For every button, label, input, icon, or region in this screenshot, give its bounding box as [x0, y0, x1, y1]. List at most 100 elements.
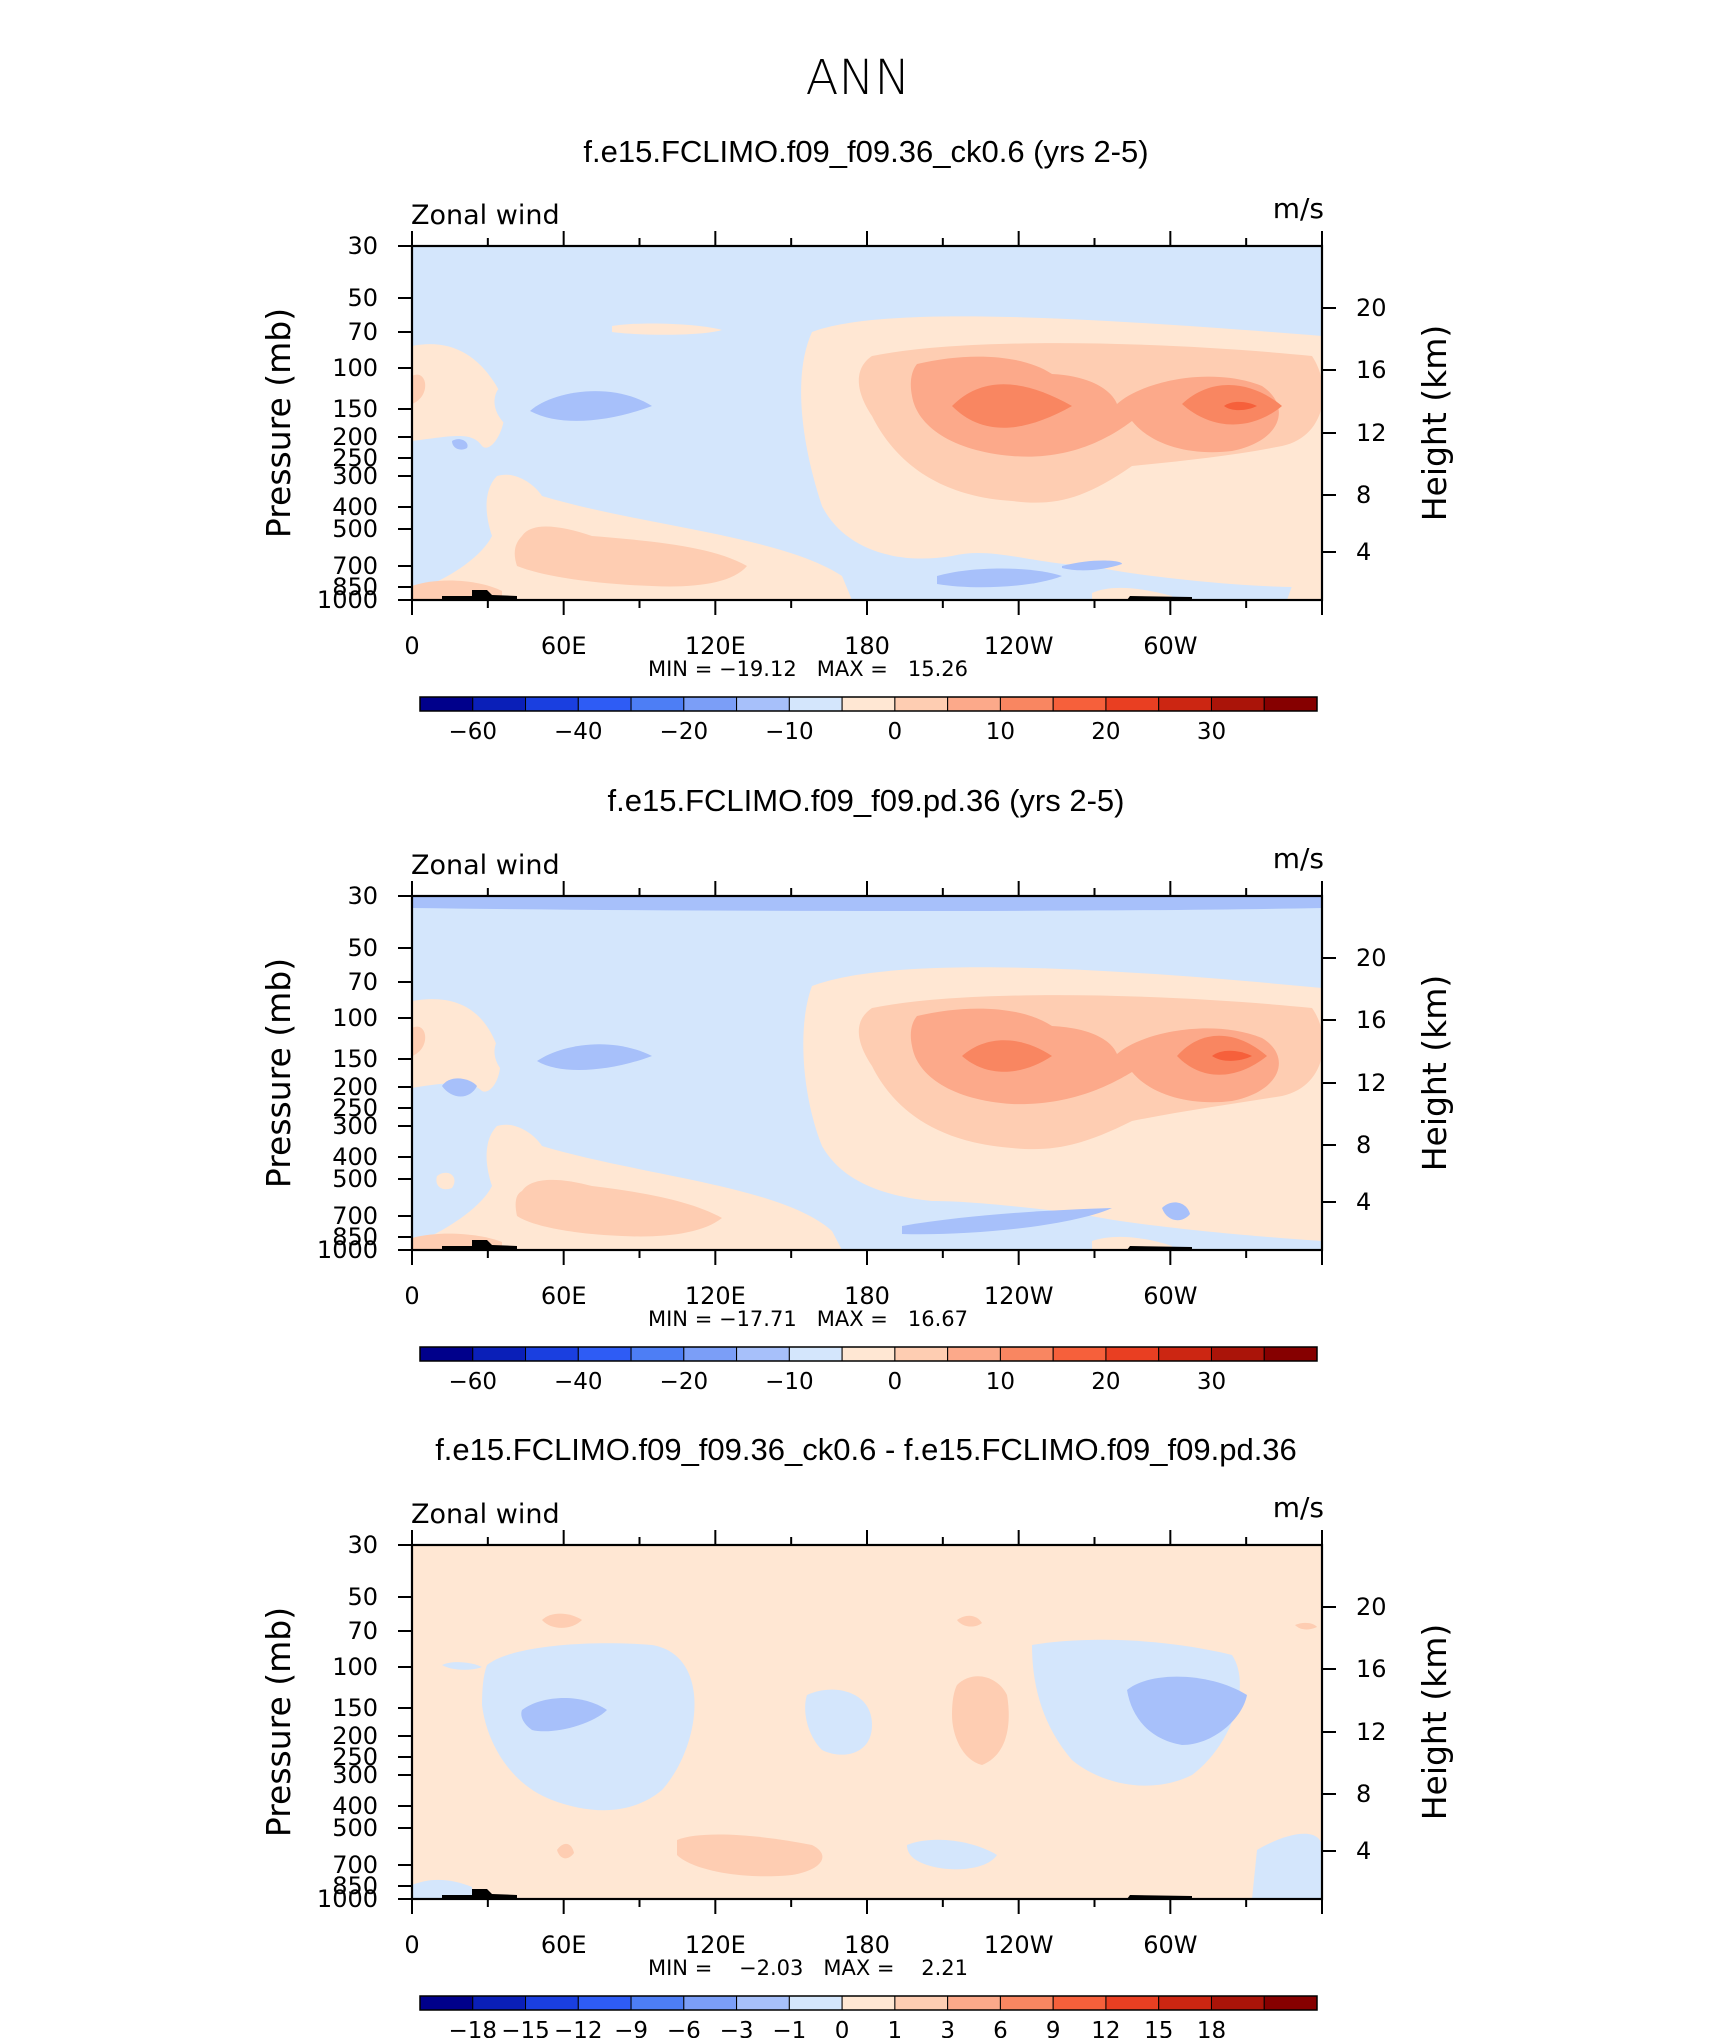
panel-title: f.e15.FCLIMO.f09_f09.36_ck0.6 (yrs 2-5) — [583, 134, 1148, 169]
y-tick-label: 400 — [332, 1143, 378, 1171]
colorbar-swatch — [947, 1995, 1001, 2011]
x-tick-label: 120W — [984, 1931, 1054, 1959]
contour-region — [515, 1179, 722, 1237]
colorbar-label: −60 — [448, 719, 497, 745]
variable-label: Zonal wind — [411, 200, 560, 231]
figure-title: ANN — [806, 50, 911, 106]
colorbar-label: 30 — [1197, 719, 1226, 745]
colorbar-swatch — [1052, 1346, 1107, 1362]
colorbar-label: −60 — [448, 1369, 497, 1395]
contour-region — [937, 568, 1062, 588]
y-tick-label: 30 — [347, 882, 378, 910]
y-tick-label: 150 — [332, 1694, 378, 1722]
colorbar-swatch — [683, 696, 738, 712]
panel-title: f.e15.FCLIMO.f09_f09.36_ck0.6 - f.e15.FC… — [435, 1432, 1297, 1467]
y2-tick-label: 20 — [1356, 1593, 1387, 1621]
contour-region — [805, 1689, 872, 1755]
colorbar-swatch — [1263, 1995, 1318, 2011]
y-tick-label: 700 — [332, 552, 378, 580]
y2-tick-label: 8 — [1356, 1780, 1371, 1808]
contour-region — [962, 1040, 1052, 1072]
colorbar-swatch — [419, 1346, 474, 1362]
colorbar-swatch — [472, 1346, 527, 1362]
colorbar-swatch — [788, 1346, 843, 1362]
colorbar-labels: −60 −40 −20 −10 0 10 20 30 — [448, 1369, 1226, 1395]
colorbar-label: −9 — [614, 2018, 648, 2038]
y2-tick-label: 4 — [1356, 538, 1371, 566]
contour-field — [412, 896, 1322, 1250]
y2-tick-label: 20 — [1356, 294, 1387, 322]
contour-region — [521, 1697, 607, 1732]
contour-region — [436, 1172, 455, 1190]
colorbar-swatch — [525, 1346, 579, 1362]
contour-region — [910, 1008, 1279, 1105]
y-tick-label: 250 — [332, 1743, 378, 1771]
colorbar-label: −15 — [501, 2018, 550, 2038]
y-tick-label: 500 — [332, 1165, 378, 1193]
x-tick-label: 0 — [404, 1282, 419, 1310]
contour-region — [1295, 1622, 1317, 1630]
y2-tick-label: 16 — [1356, 1655, 1387, 1683]
colorbar-swatch — [472, 1995, 527, 2011]
y2-tick-label: 8 — [1356, 481, 1371, 509]
y-tick-label: 850 — [332, 573, 378, 601]
x-tick-label: 180 — [844, 632, 890, 660]
colorbar-label: −3 — [720, 2018, 754, 2038]
colorbar-label: −6 — [667, 2018, 701, 2038]
colorbar-swatch — [788, 1995, 843, 2011]
y-tick-label: 250 — [332, 444, 378, 472]
y-tick-label: 400 — [332, 1792, 378, 1820]
y2-tick-label: 20 — [1356, 944, 1387, 972]
y2-tick-label: 12 — [1356, 419, 1387, 447]
colorbar-swatch — [894, 696, 949, 712]
colorbar-label: −10 — [765, 719, 814, 745]
colorbar-label: −18 — [448, 2018, 497, 2038]
colorbar-swatch — [630, 1995, 685, 2011]
x-tick-label: 0 — [404, 1931, 419, 1959]
y-tick-label: 850 — [332, 1872, 378, 1900]
contour-region — [952, 1676, 1009, 1765]
colorbar-swatch — [577, 1346, 632, 1362]
y2-axis-title: Height (km) — [1415, 325, 1454, 522]
contour-region — [557, 1843, 574, 1859]
panel-3: f.e15.FCLIMO.f09_f09.36_ck0.6 - f.e15.FC… — [259, 1432, 1454, 2038]
y2-tick-labels: 20 16 12 8 4 — [1356, 944, 1387, 1216]
contour-region — [482, 1643, 695, 1811]
y-tick-label: 500 — [332, 515, 378, 543]
contour-region — [1287, 579, 1322, 600]
colorbar-label: 10 — [986, 719, 1015, 745]
contour-region — [1062, 560, 1122, 571]
y-tick-label: 1000 — [317, 1885, 378, 1913]
x-tick-labels: 0 60E 120E 180 120W 60W — [404, 1282, 1197, 1310]
colorbar-swatch — [894, 1346, 949, 1362]
colorbar-label: −10 — [765, 1369, 814, 1395]
x-tick-label: 60W — [1143, 1282, 1197, 1310]
y-tick-label: 300 — [332, 462, 378, 490]
colorbar-swatch — [999, 1346, 1054, 1362]
colorbar-swatch — [894, 1995, 949, 2011]
contour-field — [412, 1545, 1322, 1899]
y-tick-label: 700 — [332, 1851, 378, 1879]
x-tick-label: 180 — [844, 1931, 890, 1959]
y-tick-label: 30 — [347, 1531, 378, 1559]
y-tick-label: 150 — [332, 1045, 378, 1073]
colorbar-swatch — [788, 696, 843, 712]
colorbar-swatch — [577, 696, 632, 712]
y-tick-label: 250 — [332, 1094, 378, 1122]
colorbar-swatch — [841, 1995, 896, 2011]
contour-region — [952, 384, 1072, 428]
colorbar-label: 20 — [1091, 719, 1120, 745]
colorbar-swatch — [1105, 1346, 1160, 1362]
contour-region — [514, 526, 747, 587]
y-tick-label: 300 — [332, 1761, 378, 1789]
colorbar-swatch — [419, 1995, 474, 2011]
colorbar-label: 18 — [1197, 2018, 1226, 2038]
axis-ticks — [398, 231, 1336, 615]
colorbar-swatch — [683, 1995, 738, 2011]
units-label: m/s — [1273, 1491, 1324, 1524]
colorbar — [419, 696, 1318, 712]
contour-region — [442, 1662, 482, 1670]
contour-region — [442, 1078, 477, 1097]
